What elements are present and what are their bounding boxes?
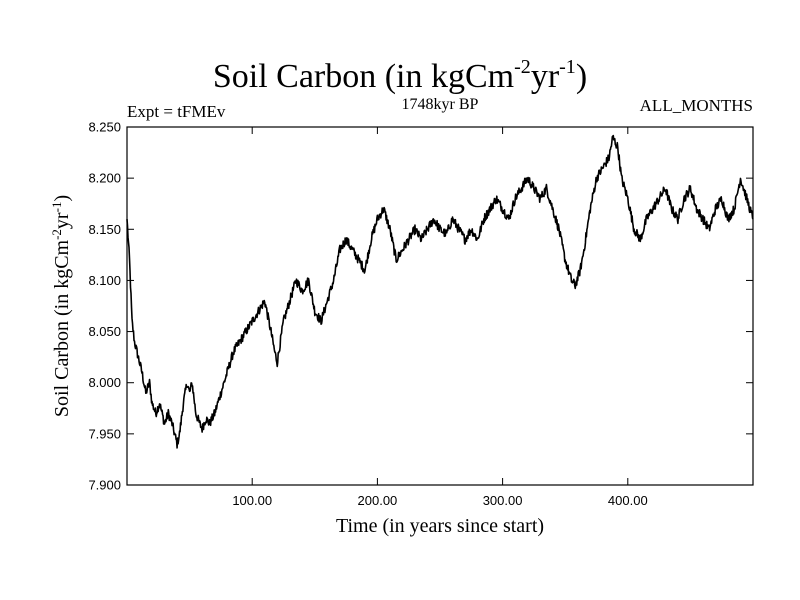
title-superscript-1: -2 bbox=[514, 56, 531, 78]
x-axis-title: Time (in years since start) bbox=[336, 515, 544, 537]
y-tick-label: 7.900 bbox=[88, 478, 121, 493]
y-tick-label: 7.950 bbox=[88, 426, 121, 441]
y-title-end: ) bbox=[51, 195, 73, 202]
y-title-mid: yr bbox=[51, 212, 73, 229]
x-tick-label: 400.00 bbox=[608, 493, 648, 508]
y-tick-label: 8.050 bbox=[88, 324, 121, 339]
y-tick-label: 8.250 bbox=[88, 120, 121, 135]
title-text-main: Soil Carbon (in kgCm bbox=[212, 58, 515, 95]
plot-frame bbox=[126, 126, 754, 486]
x-tick-label: 300.00 bbox=[483, 493, 523, 508]
y-title-sup-1: -2 bbox=[49, 229, 64, 240]
x-axis-ticks: 100.00 200.00 300.00 400.00 bbox=[232, 127, 648, 508]
period-label: 1748kyr BP bbox=[401, 96, 479, 113]
y-tick-label: 8.150 bbox=[88, 222, 121, 237]
title-superscript-2: -1 bbox=[559, 56, 576, 78]
experiment-label: Expt = tFMEv bbox=[127, 102, 226, 121]
y-tick-label: 8.000 bbox=[88, 375, 121, 390]
title-text-mid: yr bbox=[530, 58, 560, 95]
x-tick-label: 200.00 bbox=[358, 493, 398, 508]
title-text-end: ) bbox=[575, 58, 588, 95]
y-title-sup-2: -1 bbox=[49, 202, 64, 213]
x-tick-label: 100.00 bbox=[232, 493, 272, 508]
plot-series-group bbox=[126, 134, 754, 449]
y-title-main: Soil Carbon (in kgCm bbox=[51, 239, 73, 417]
series-line-soil-carbon bbox=[126, 134, 754, 449]
y-axis-title: Soil Carbon (in kgCm-2yr-1) bbox=[49, 195, 74, 417]
y-tick-label: 8.200 bbox=[88, 171, 121, 186]
chart-title: Soil Carbon (in kgCm-2yr-1) bbox=[0, 56, 800, 96]
y-axis-ticks: 7.900 7.950 8.000 8.050 8.100 8.150 8.200 8.250 bbox=[88, 120, 753, 493]
months-label: ALL_MONTHS bbox=[639, 96, 753, 115]
y-tick-label: 8.100 bbox=[88, 273, 121, 288]
